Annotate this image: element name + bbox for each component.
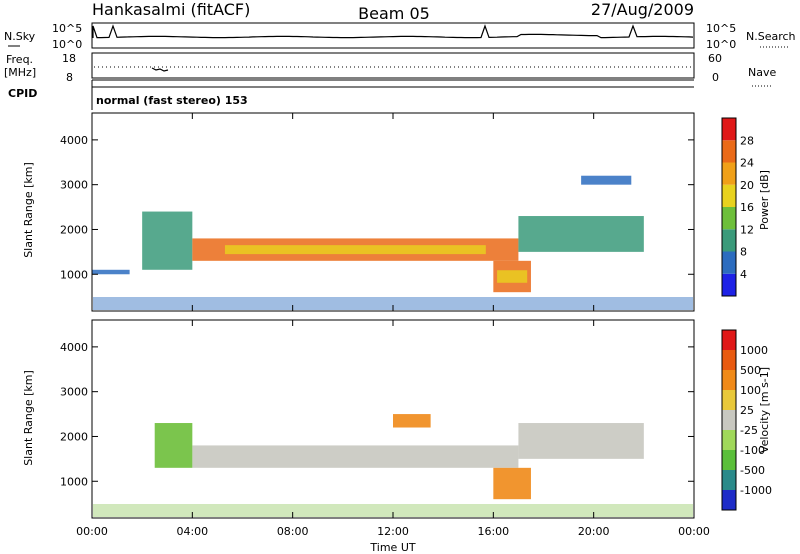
xtick-label-4: 16:00 bbox=[477, 525, 509, 538]
velocity-cb-tick-1: 500 bbox=[740, 364, 761, 377]
power-cb-swatch-6 bbox=[722, 140, 736, 163]
velocity-ylabel: Slant Range [km] bbox=[22, 370, 35, 466]
velocity-cb-tick-7: -1000 bbox=[740, 484, 772, 497]
power-cb-tick-1: 8 bbox=[740, 246, 747, 259]
velocity-cb-swatch-0 bbox=[722, 490, 736, 510]
power-cb-swatch-1 bbox=[722, 251, 736, 274]
velocity-xlabel: Time UT bbox=[369, 541, 415, 554]
velocity-feature-4 bbox=[518, 423, 644, 459]
date-title: 27/Aug/2009 bbox=[591, 0, 694, 19]
freq-right-tick-top: 60 bbox=[708, 52, 722, 65]
velocity-cb-tick-6: -500 bbox=[740, 464, 765, 477]
velocity-cb-swatch-6 bbox=[722, 370, 736, 390]
velocity-cb-tick-2: 100 bbox=[740, 384, 761, 397]
power-feature-1 bbox=[142, 211, 193, 270]
velocity-cb-swatch-3 bbox=[722, 430, 736, 450]
velocity-cb-tick-3: 25 bbox=[740, 404, 754, 417]
power-cb-swatch-4 bbox=[722, 184, 736, 207]
power-colorbar-label: Power [dB] bbox=[758, 170, 771, 230]
velocity-colorbar-label: Velocity [m s-1] bbox=[758, 367, 771, 453]
power-cb-swatch-0 bbox=[722, 273, 736, 296]
power-cb-tick-4: 20 bbox=[740, 179, 754, 192]
power-cb-tick-6: 28 bbox=[740, 134, 754, 147]
power-ytick-label-1: 2000 bbox=[60, 223, 88, 236]
power-panel: Slant Range [km] 1000 2000 3000 4000 bbox=[22, 112, 695, 312]
power-cb-swatch-2 bbox=[722, 229, 736, 252]
velocity-cb-swatch-7 bbox=[722, 350, 736, 370]
velocity-ytick-label-2: 3000 bbox=[60, 386, 88, 399]
velocity-ytick-label-3: 4000 bbox=[60, 341, 88, 354]
power-cb-swatch-7 bbox=[722, 118, 736, 141]
velocity-feature-1 bbox=[154, 423, 193, 468]
noise-left-tick-top: 10^5 bbox=[52, 22, 82, 35]
velocity-feature-0 bbox=[192, 445, 519, 468]
xtick-label-6: 00:00 bbox=[678, 525, 710, 538]
power-colorbar: 4 8 12 16 20 24 28 bbox=[721, 117, 754, 297]
cpid-value: normal (fast stereo) 153 bbox=[96, 94, 248, 107]
noise-trace bbox=[92, 24, 694, 39]
velocity-cb-tick-4: -25 bbox=[740, 424, 758, 437]
freq-label-1: Freq. bbox=[6, 53, 33, 66]
power-cb-swatch-5 bbox=[722, 162, 736, 185]
xtick-label-3: 12:00 bbox=[377, 525, 409, 538]
power-cb-tick-0: 4 bbox=[740, 268, 747, 281]
noise-panel: N.Sky 10^5 10^0 10^5 10^0 N.Search bbox=[4, 22, 796, 51]
freq-left-tick-top: 18 bbox=[62, 52, 76, 65]
velocity-cb-frame bbox=[721, 329, 737, 511]
velocity-cb-swatch-1 bbox=[722, 470, 736, 490]
power-feature-core-3 bbox=[497, 270, 528, 283]
velocity-panel: Slant Range [km] 1000 2000 3000 4000 00:00 0… bbox=[22, 113, 710, 554]
velocity-cb-swatch-8 bbox=[722, 330, 736, 350]
nave-label: Nave bbox=[748, 66, 776, 79]
power-ylabel: Slant Range [km] bbox=[22, 162, 35, 258]
power-ytick-label-0: 1000 bbox=[60, 268, 88, 281]
velocity-cb-swatch-4 bbox=[722, 410, 736, 430]
power-feature-4 bbox=[518, 216, 644, 252]
power-feature-0 bbox=[92, 269, 130, 275]
power-ytick-label-3: 4000 bbox=[60, 134, 88, 147]
velocity-ytick-label-0: 1000 bbox=[60, 475, 88, 488]
noise-right-tick-top: 10^5 bbox=[706, 22, 736, 35]
velocity-ground-scatter bbox=[93, 504, 693, 517]
power-feature-core-2 bbox=[224, 245, 486, 255]
velocity-feature-3 bbox=[393, 414, 431, 428]
cpid-label: CPID bbox=[8, 87, 37, 100]
velocity-colorbar: 1000 500 100 25 -25 -100 -500 -1000 bbox=[721, 329, 772, 511]
xtick-label-5: 20:00 bbox=[578, 525, 610, 538]
freq-label-2: [MHz] bbox=[4, 66, 36, 79]
xtick-label-2: 08:00 bbox=[277, 525, 309, 538]
power-cb-tick-3: 16 bbox=[740, 201, 754, 214]
noise-left-tick-bottom: 10^0 bbox=[52, 38, 82, 51]
power-feature-5 bbox=[581, 175, 632, 185]
freq-right-tick-bottom: 0 bbox=[712, 71, 719, 84]
cpid-panel: CPID normal (fast stereo) 153 bbox=[8, 79, 694, 110]
power-cb-tick-2: 12 bbox=[740, 223, 754, 236]
station-title: Hankasalmi (fitACF) bbox=[92, 0, 250, 19]
power-cb-frame bbox=[721, 117, 737, 297]
noise-sky-label: N.Sky bbox=[4, 30, 36, 43]
power-cb-tick-5: 24 bbox=[740, 157, 754, 170]
velocity-cb-swatch-5 bbox=[722, 390, 736, 410]
freq-panel: Freq. [MHz] 18 8 60 0 Nave bbox=[4, 52, 776, 87]
velocity-cb-tick-5: -100 bbox=[740, 444, 765, 457]
freq-left-tick-bottom: 8 bbox=[66, 71, 73, 84]
xtick-label-1: 04:00 bbox=[176, 525, 208, 538]
power-cb-swatch-3 bbox=[722, 207, 736, 230]
noise-search-label: N.Search bbox=[746, 30, 796, 43]
beam-title: Beam 05 bbox=[358, 4, 430, 23]
power-ytick-label-2: 3000 bbox=[60, 179, 88, 192]
noise-right-tick-bottom: 10^0 bbox=[706, 38, 736, 51]
velocity-cb-swatch-2 bbox=[722, 450, 736, 470]
velocity-cb-tick-0: 1000 bbox=[740, 344, 768, 357]
power-ground-scatter bbox=[93, 297, 693, 310]
xtick-label-0: 00:00 bbox=[76, 525, 108, 538]
velocity-ytick-label-1: 2000 bbox=[60, 430, 88, 443]
velocity-feature-2 bbox=[493, 467, 531, 500]
